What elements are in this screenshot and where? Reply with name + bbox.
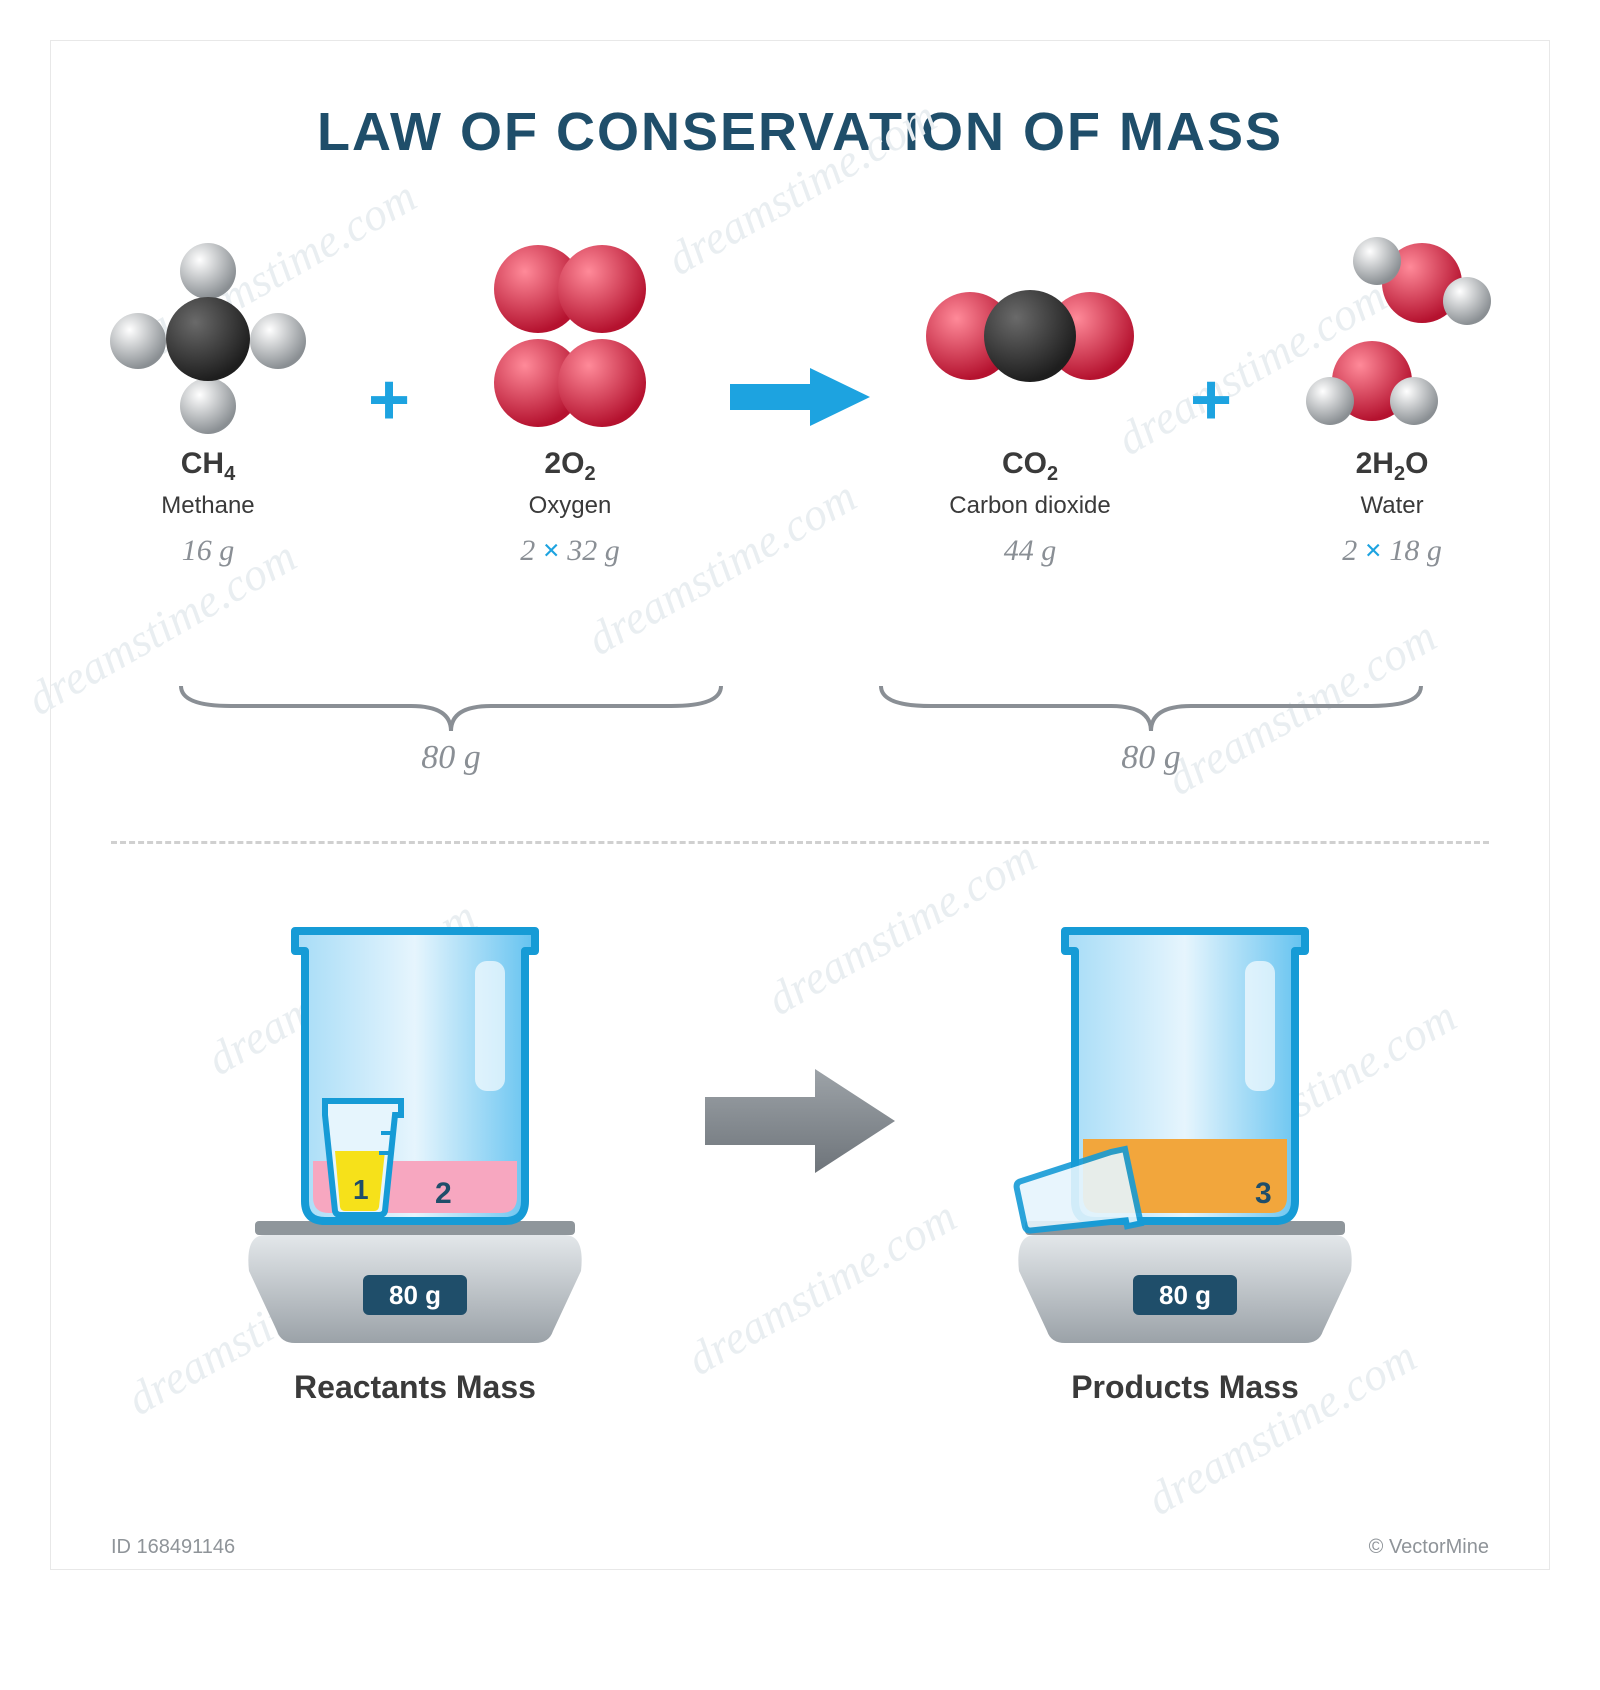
scale-reactants-icon: 80 g 2 1 [185, 891, 645, 1351]
plus-icon: + [1190, 359, 1232, 441]
diagram-canvas: dreamstime.com dreamstime.com dreamstime… [50, 40, 1550, 1570]
brace-reactants: 80 g [171, 681, 731, 746]
molecule-water: 2H2O Water 2 × 18 g [1262, 231, 1522, 568]
molecule-name: Oxygen [529, 492, 612, 520]
scale-display: 80 g [389, 1280, 441, 1310]
svg-text:3: 3 [1255, 1177, 1272, 1210]
co2-icon [920, 231, 1140, 441]
scale-label-reactants: Reactants Mass [294, 1369, 536, 1406]
methane-icon [98, 231, 318, 441]
molecule-oxygen: 2O2 Oxygen 2 × 32 g [440, 231, 700, 568]
formula-label: CH4 [181, 447, 235, 486]
molecule-mass: 2 × 32 g [520, 534, 620, 568]
molecule-name: Water [1360, 492, 1423, 520]
scale-row: 80 g 2 1 Reactants Mass [51, 891, 1549, 1406]
scale-label-products: Products Mass [1071, 1369, 1299, 1406]
formula-label: CO2 [1002, 447, 1058, 486]
molecule-name: Methane [161, 492, 254, 520]
scale-products: 80 g 3 Products Mass [955, 891, 1415, 1406]
brace-products: 80 g [871, 681, 1431, 746]
formula-label: 2O2 [544, 447, 595, 486]
molecule-mass: 16 g [182, 534, 235, 568]
arrow-right-gray-icon [705, 891, 895, 1186]
water-icon [1282, 231, 1502, 441]
molecule-name: Carbon dioxide [949, 492, 1110, 520]
svg-text:1: 1 [353, 1174, 369, 1205]
molecule-methane: CH4 Methane 16 g [78, 231, 338, 568]
svg-text:2: 2 [435, 1177, 452, 1210]
svg-text:80 g: 80 g [1159, 1280, 1211, 1310]
products-total: 80 g [871, 739, 1431, 777]
molecule-co2: CO2 Carbon dioxide 44 g [900, 231, 1160, 568]
arrow-right-icon [730, 362, 870, 437]
formula-label: 2H2O [1356, 447, 1429, 486]
plus-icon: + [368, 359, 410, 441]
footer-vendor: © VectorMine [1369, 1536, 1489, 1559]
section-divider [111, 841, 1489, 844]
scale-reactants: 80 g 2 1 Reactants Mass [185, 891, 645, 1406]
reactants-total: 80 g [171, 739, 731, 777]
oxygen-icon [460, 231, 680, 441]
scale-products-icon: 80 g 3 [955, 891, 1415, 1351]
molecule-mass: 2 × 18 g [1342, 534, 1442, 568]
molecule-mass: 44 g [1004, 534, 1057, 568]
footer-id: ID 168491146 [111, 1536, 235, 1559]
page-title: LAW OF CONSERVATION OF MASS [51, 41, 1549, 163]
equation-row: CH4 Methane 16 g + 2O2 Oxygen 2 × 32 [51, 231, 1549, 568]
